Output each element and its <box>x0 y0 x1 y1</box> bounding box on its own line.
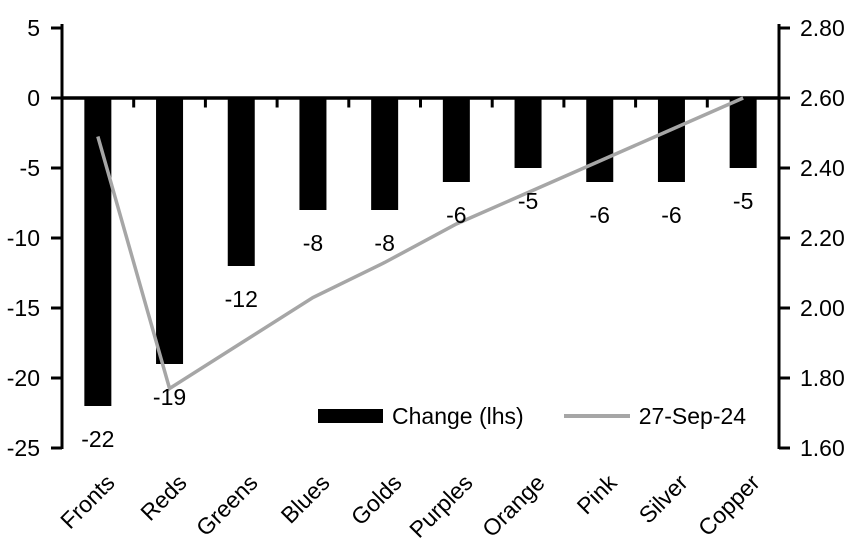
left-axis-tick-label: 0 <box>27 85 40 111</box>
axes-group <box>51 24 790 450</box>
line-series-path <box>96 96 744 392</box>
bar-data-label: -12 <box>224 286 258 312</box>
bar-silver <box>657 98 685 182</box>
bar-series-group <box>84 98 757 406</box>
legend-item-change: Change (lhs) <box>318 402 524 430</box>
left-axis-tick-label: 5 <box>27 15 40 41</box>
bar-series-swatch-icon <box>318 409 383 423</box>
left-axis-tick-label: -15 <box>6 295 40 321</box>
legend-label-date: 27-Sep-24 <box>638 403 747 429</box>
bar-pink <box>586 98 614 182</box>
bar-reds <box>156 98 184 364</box>
legend: Change (lhs) 27-Sep-24 <box>318 401 746 431</box>
left-axis-tick-label: -20 <box>6 365 40 391</box>
bar-data-label: -8 <box>302 230 324 256</box>
right-axis-tick-label: 1.80 <box>800 365 845 391</box>
bar-data-label: -5 <box>732 188 754 214</box>
bar-orange <box>514 98 542 168</box>
right-axis-tick-label: 1.60 <box>800 435 845 461</box>
legend-item-date: 27-Sep-24 <box>563 402 747 430</box>
line-series-swatch-icon <box>563 414 630 418</box>
bar-data-label: -6 <box>446 202 467 228</box>
bar-golds <box>371 98 399 210</box>
bar-copper <box>729 98 757 168</box>
bar-data-label: -8 <box>374 230 395 256</box>
bar-blues <box>299 98 327 210</box>
bar-data-label: -5 <box>517 188 539 214</box>
bar-fronts <box>84 98 112 406</box>
right-axis-tick-label: 2.80 <box>800 15 845 41</box>
left-axis-tick-label: -10 <box>6 225 40 251</box>
bar-data-label: -19 <box>152 384 187 410</box>
bar-data-label: -6 <box>589 202 610 228</box>
left-axis-tick-label: -25 <box>6 435 40 461</box>
left-axis-tick-label: -5 <box>19 155 40 181</box>
right-axis-tick-label: 2.60 <box>800 85 845 111</box>
bar-data-label: -6 <box>661 202 682 228</box>
bar-purples <box>442 98 470 182</box>
right-axis-tick-label: 2.20 <box>800 225 845 251</box>
bar-data-label: -22 <box>81 426 115 452</box>
legend-label-change: Change (lhs) <box>392 403 524 429</box>
right-axis-tick-label: 2.40 <box>800 155 845 181</box>
right-axis-tick-label: 2.00 <box>800 295 845 321</box>
line-series-group <box>96 96 744 392</box>
bar-greens <box>227 98 255 266</box>
